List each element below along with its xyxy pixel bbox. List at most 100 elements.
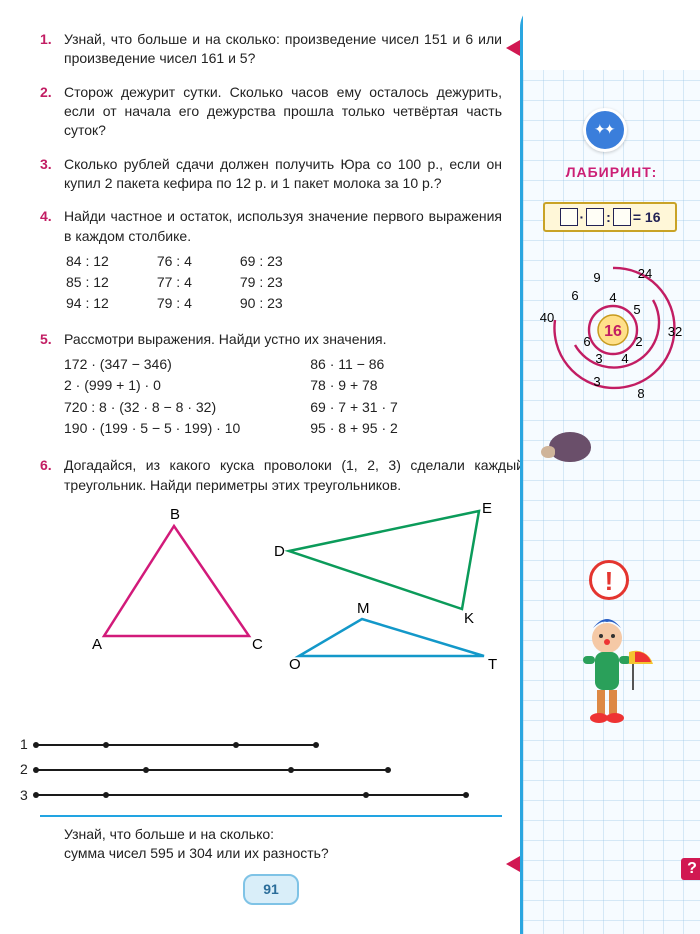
wire-dot [233,742,239,748]
expr: 2 · (999 + 1) · 0 [64,376,240,395]
clown-figure [573,612,653,732]
wire-2: 2 [20,760,502,779]
task-number: 1. [40,30,64,69]
page-number: 91 [243,874,299,905]
maze-num: 24 [638,266,652,281]
triangle-dek [289,511,479,609]
expr: 76 : 4 [157,252,192,271]
expr: 79 : 23 [240,273,283,292]
wire-line-2 [36,769,388,771]
main-content: 1. Узнай, что больше и на сколько: произ… [0,0,520,934]
triangles-figure: A B C D E K O M T [64,501,524,721]
task4-columns: 84 : 12 85 : 12 94 : 12 76 : 4 77 : 4 79… [66,252,502,316]
expr: 95 · 8 + 95 · 2 [310,419,398,438]
wire-line-3 [36,794,466,796]
label-K: K [464,610,474,627]
wire-line-1 [36,744,316,746]
blank-square [586,208,604,226]
expr: 90 : 23 [240,294,283,313]
wire-dot [463,792,469,798]
expr: 94 : 12 [66,294,109,313]
task-text: Найди частное и остаток, используя значе… [64,207,502,246]
task5-col1: 172 · (347 − 346) 2 · (999 + 1) · 0 720 … [64,355,240,440]
task-5: 5. Рассмотри выражения. Найди устно их з… [40,330,502,443]
maze-svg: 16 4 5 2 4 3 6 6 9 24 32 8 3 40 [535,250,690,430]
task-text: Сторож дежурит сутки. Сколько часов ему … [64,83,502,141]
task-body: Рассмотри выражения. Найди устно их знач… [64,330,502,443]
maze-num: 4 [609,290,616,305]
blank-square [560,208,578,226]
maze-num: 3 [593,374,600,389]
expr: 77 : 4 [157,273,192,292]
expr: 69 : 23 [240,252,283,271]
eq-result: = 16 [633,209,661,225]
wire-dot [385,767,391,773]
maze-num: 5 [633,302,640,317]
maze-num: 9 [593,270,600,285]
expr: 78 · 9 + 78 [310,376,398,395]
task-number: 4. [40,207,64,316]
task4-col1: 84 : 12 85 : 12 94 : 12 [66,252,109,316]
wire-dot [33,742,39,748]
wire-dot [103,792,109,798]
wire-dot [33,792,39,798]
clown-head [592,623,622,653]
sidebar: ЛАБИРИНТ: · : = 16 16 4 5 2 4 3 [520,0,700,934]
maze-num: 4 [621,351,628,366]
task-number: 3. [40,155,64,194]
bottom-question-block: Узнай, что больше и на сколько: сумма чи… [40,815,502,864]
wire-dot [33,767,39,773]
task-text: Сколько рублей сдачи должен получить Юра… [64,155,502,194]
triangle-abc [104,526,249,636]
star-badge-icon [583,108,627,152]
clown-body [595,652,619,690]
task-body: Найди частное и остаток, используя значе… [64,207,502,316]
task-number: 2. [40,83,64,141]
wire-dot [143,767,149,773]
triangles-svg: A B C D E K O M T [64,501,524,671]
maze-num: 32 [668,324,682,339]
task-4: 4. Найди частное и остаток, используя зн… [40,207,502,316]
label-D: D [274,543,285,560]
expr: 84 : 12 [66,252,109,271]
maze-figure: 16 4 5 2 4 3 6 6 9 24 32 8 3 40 [535,250,690,430]
page-number-wrap: 91 [40,874,502,905]
label-M: M [357,600,370,617]
wire-1: 1 [20,735,502,754]
label-E: E [482,501,492,517]
task-text: Узнай, что больше и на сколько: произвед… [64,30,502,69]
task-body: Догадайся, из какого куска проволоки (1,… [64,456,524,721]
task-6: 6. Догадайся, из какого куска проволоки … [40,456,502,721]
hedgehog-icon [549,432,591,462]
task-number: 5. [40,330,64,443]
marker-task1 [506,40,520,56]
label-C: C [252,636,263,653]
task5-columns: 172 · (347 − 346) 2 · (999 + 1) · 0 720 … [64,355,502,442]
labyrinth-title: ЛАБИРИНТ: [523,164,700,180]
exclamation-icon: ! [589,560,629,600]
wire-label: 1 [20,735,28,754]
expr: 172 · (347 − 346) [64,355,240,374]
label-A: A [92,636,102,653]
maze-num: 3 [595,351,602,366]
maze-num: 40 [540,310,554,325]
task-number: 6. [40,456,64,721]
expr: 190 · (199 · 5 − 5 · 199) · 10 [64,419,240,438]
wire-label: 2 [20,760,28,779]
task-2: 2. Сторож дежурит сутки. Сколько часов е… [40,83,502,141]
label-B: B [170,506,180,523]
expr: 86 · 11 − 86 [310,355,398,374]
blank-square [613,208,631,226]
equation-box: · : = 16 [543,202,677,232]
expr: 69 · 7 + 31 · 7 [310,398,398,417]
expr: 79 : 4 [157,294,192,313]
maze-num: 8 [637,386,644,401]
maze-num: 6 [583,334,590,349]
task-text: Рассмотри выражения. Найди устно их знач… [64,330,502,349]
wire-dot [363,792,369,798]
wire-dot [288,767,294,773]
maze-num: 2 [635,334,642,349]
task-1: 1. Узнай, что больше и на сколько: произ… [40,30,502,69]
task5-col2: 86 · 11 − 86 78 · 9 + 78 69 · 7 + 31 · 7… [310,355,398,440]
triangle-omt [299,619,484,656]
